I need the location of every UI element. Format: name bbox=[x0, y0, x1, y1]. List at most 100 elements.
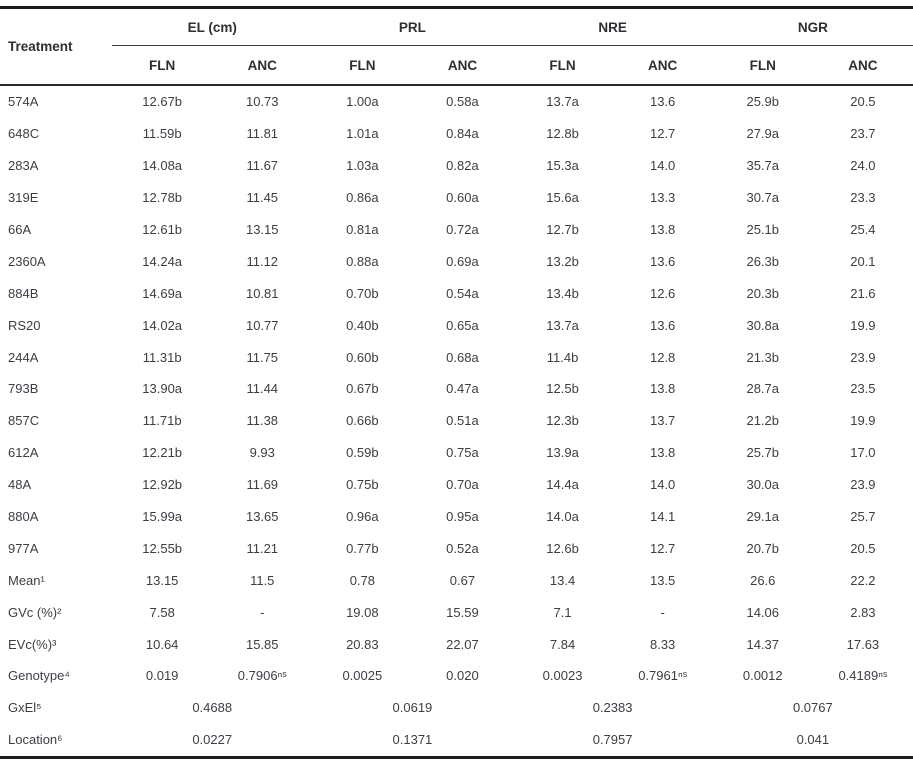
row-label: 884B bbox=[8, 285, 39, 301]
group-header-ngr: NGR bbox=[712, 7, 913, 46]
data-cell: 25.7b bbox=[746, 445, 780, 461]
table-row: EVc(%)³ 10.64 15.85 20.83 22.07 7.84 8.33 14.37… bbox=[0, 628, 913, 660]
row-label: 612A bbox=[8, 445, 39, 461]
data-cell: 13.7 bbox=[649, 413, 676, 429]
table-row: Location⁶ 0.0227 0.1371 0.7957 0.041 bbox=[0, 724, 913, 757]
data-cell: 10.81 bbox=[245, 285, 279, 301]
data-cell: 23.3 bbox=[850, 190, 876, 206]
data-cell: 0.54a bbox=[446, 285, 479, 301]
data-cell: 0.0012 bbox=[742, 668, 783, 684]
data-cell: 14.0a bbox=[546, 509, 579, 525]
data-cell: 13.6 bbox=[649, 253, 676, 269]
data-cell: 30.8a bbox=[746, 317, 780, 333]
data-cell: 0.75a bbox=[446, 445, 479, 461]
data-cell: 22.2 bbox=[850, 572, 876, 588]
group-header-prl: PRL bbox=[312, 7, 513, 46]
data-cell: 13.65 bbox=[245, 509, 279, 525]
data-cell: 0.86a bbox=[346, 190, 379, 206]
group-header-nre: NRE bbox=[512, 7, 713, 46]
data-cell: 11.21 bbox=[246, 540, 279, 556]
data-cell: 0.7957 bbox=[592, 732, 633, 748]
data-cell: 20.5 bbox=[850, 540, 876, 556]
data-cell: 12.92b bbox=[142, 477, 183, 493]
data-cell: 14.08a bbox=[142, 158, 183, 174]
data-cell: 0.81a bbox=[346, 222, 379, 237]
data-cell: 13.8 bbox=[649, 445, 676, 461]
data-cell: 12.55b bbox=[142, 540, 183, 556]
data-cell: 13.7a bbox=[546, 94, 579, 110]
table-row: Mean¹ 13.15 11.5 0.78 0.67 13.4 13.5 26.6 22.2 bbox=[0, 564, 913, 596]
data-cell: 23.9 bbox=[850, 349, 876, 365]
subheader-prl-fln: FLN bbox=[312, 45, 413, 86]
subheader-nre-anc: ANC bbox=[612, 45, 713, 86]
data-cell: 0.041 bbox=[796, 732, 830, 748]
data-cell: 13.15 bbox=[245, 222, 279, 237]
table-row: 884B 14.69a 10.81 0.70b 0.54a 13.4b 12.6 20.3b 2… bbox=[0, 277, 913, 309]
table-row: Genotype⁴ 0.019 0.7906ⁿˢ 0.0025 0.020 0.0023 0… bbox=[0, 660, 913, 692]
data-cell: 20.7b bbox=[746, 540, 780, 556]
data-cell: 35.7a bbox=[746, 158, 780, 174]
data-cell: 14.24a bbox=[142, 253, 183, 269]
data-cell: 14.06 bbox=[746, 604, 780, 620]
data-cell: 25.1b bbox=[746, 222, 780, 237]
row-label: 574A bbox=[8, 94, 39, 110]
data-cell: 20.3b bbox=[746, 285, 780, 301]
data-cell: 0.0023 bbox=[542, 668, 583, 684]
table-row: 574A 12.67b 10.73 1.00a 0.58a 13.7a 13.6 25.9b 2… bbox=[0, 85, 913, 118]
data-cell: 0.51a bbox=[446, 413, 479, 429]
data-cell: 29.1a bbox=[746, 509, 780, 525]
data-cell: 0.67 bbox=[449, 572, 476, 588]
data-cell: 0.67b bbox=[346, 381, 379, 397]
data-cell: 13.4 bbox=[549, 572, 576, 588]
data-cell: 15.85 bbox=[245, 636, 279, 652]
data-cell: 22.07 bbox=[446, 636, 479, 652]
data-cell: 8.33 bbox=[649, 636, 676, 652]
row-label: GVc (%)² bbox=[8, 604, 62, 620]
data-cell: 11.44 bbox=[246, 381, 279, 397]
row-label: 880A bbox=[8, 509, 39, 525]
row-label: GxEl⁵ bbox=[8, 700, 42, 716]
data-cell: 15.3a bbox=[546, 158, 579, 174]
data-cell: 0.96a bbox=[346, 509, 379, 525]
data-cell: 23.7 bbox=[850, 126, 876, 142]
data-cell: 11.12 bbox=[246, 253, 279, 269]
data-cell: 0.82a bbox=[446, 158, 479, 174]
row-label: EVc(%)³ bbox=[8, 636, 57, 652]
data-cell: 13.15 bbox=[145, 572, 179, 588]
data-cell: 13.9a bbox=[546, 445, 579, 461]
data-cell: 21.2b bbox=[746, 413, 780, 429]
table-row: 319E 12.78b 11.45 0.86a 0.60a 15.6a 13.3 30.7a 2… bbox=[0, 182, 913, 214]
row-label: 319E bbox=[8, 190, 39, 206]
data-cell: 15.6a bbox=[546, 190, 579, 206]
data-cell: 13.3 bbox=[649, 190, 676, 206]
row-label: 244A bbox=[8, 349, 39, 365]
data-cell: 19.9 bbox=[850, 317, 876, 333]
data-cell: 27.9a bbox=[746, 126, 780, 142]
data-cell: 0.0767 bbox=[792, 700, 833, 716]
data-cell: 9.93 bbox=[249, 445, 275, 461]
data-cell: 11.45 bbox=[246, 190, 279, 206]
data-cell: 0.019 bbox=[145, 668, 179, 684]
data-cell: 20.83 bbox=[346, 636, 379, 652]
data-cell: 12.6 bbox=[649, 285, 676, 301]
data-cell: 14.4a bbox=[546, 477, 579, 493]
row-label: 66A bbox=[8, 222, 32, 237]
data-cell: 0.95a bbox=[446, 509, 479, 525]
row-label: Location⁶ bbox=[8, 732, 63, 748]
data-cell: 12.7 bbox=[649, 540, 676, 556]
data-cell: 14.69a bbox=[142, 285, 183, 301]
data-cell: 0.60a bbox=[446, 190, 479, 206]
row-label: 283A bbox=[8, 158, 39, 174]
data-cell: 12.5b bbox=[546, 381, 579, 397]
data-cell: 11.5 bbox=[250, 572, 275, 588]
data-cell: 12.67b bbox=[142, 94, 183, 110]
data-cell: 11.69 bbox=[246, 477, 279, 493]
table-row: GxEl⁵ 0.4688 0.0619 0.2383 0.0767 bbox=[0, 692, 913, 724]
data-cell: 15.99a bbox=[142, 509, 183, 525]
data-cell: 0.1371 bbox=[392, 732, 433, 748]
data-cell: 0.59b bbox=[346, 445, 379, 461]
data-cell: 14.0 bbox=[649, 158, 676, 174]
data-cell: 13.90a bbox=[142, 381, 183, 397]
data-cell: 13.2b bbox=[546, 253, 579, 269]
